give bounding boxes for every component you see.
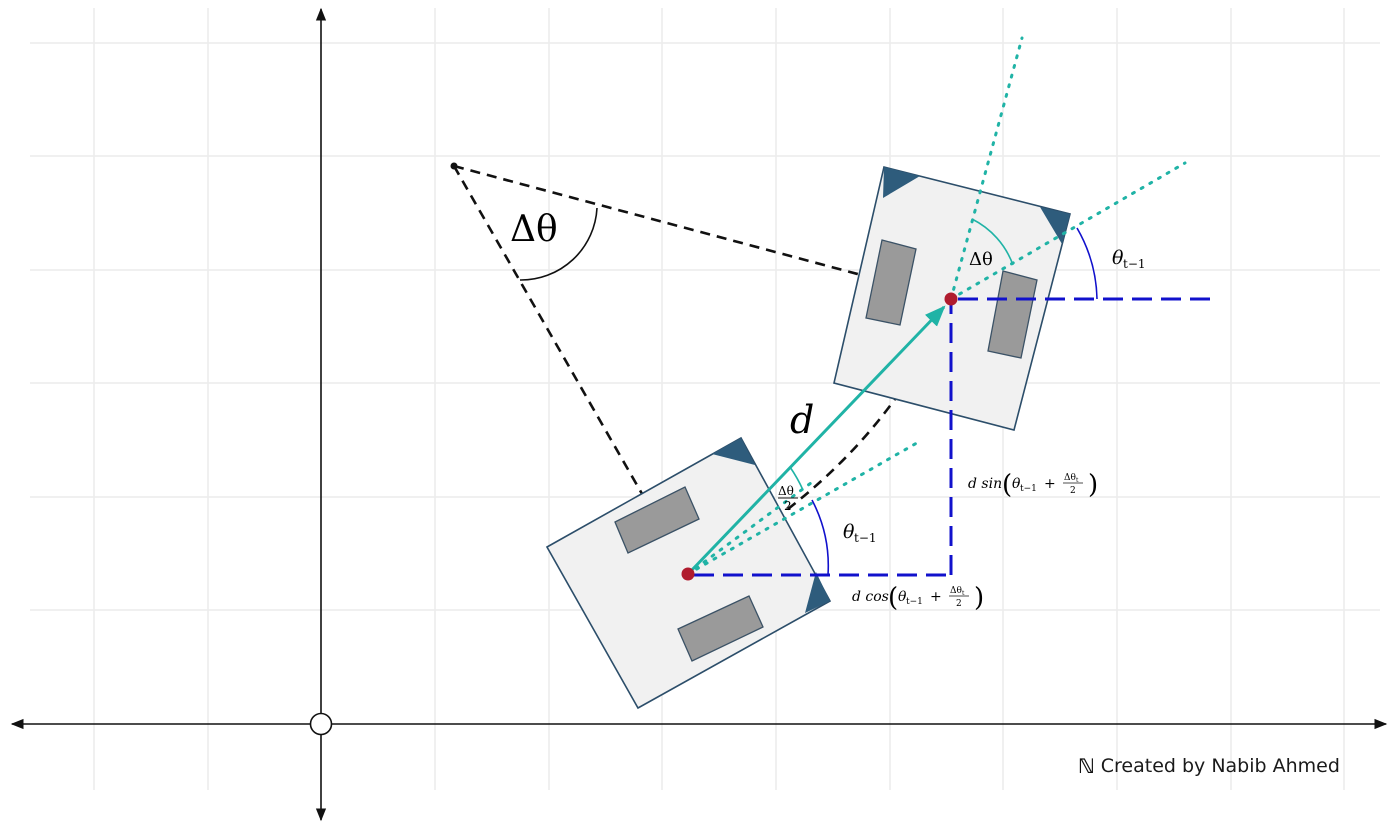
robot-wheel-right [677,595,764,662]
robot-wheel-left [614,486,700,554]
delta-theta-arc-large [519,207,598,281]
svg-text:): ) [974,583,984,613]
svg-text:): ) [1088,470,1098,500]
component-lines [694,297,1218,577]
heading-guides [686,36,1187,576]
robot-front-left-corner-icon [712,438,755,465]
svg-text:θ: θ [1112,247,1124,269]
svg-text:t−1: t−1 [906,597,923,607]
svg-text:θ: θ [1012,476,1021,492]
delta-theta-arc-small [971,218,1014,266]
robot-wheel-left [865,239,917,326]
travel-vector-d [688,305,946,574]
icc-point [450,162,458,170]
robot-wheel-right [987,270,1038,359]
svg-text:θ: θ [898,589,907,605]
svg-text:d sin: d sin [968,476,1002,492]
svg-text:+: + [1044,476,1056,492]
half-delta-theta-label: Δθ 2 [778,484,798,513]
cos-component-label: d cos ( θ t−1 + Δθ t 2 ) [852,583,984,613]
theta-prev-right-label: θ t−1 [1112,247,1146,271]
svg-text:(: ( [888,583,898,613]
svg-text:2: 2 [956,599,962,609]
robot-front-right-corner-icon [805,572,830,613]
theta-prev-arc-left [811,499,830,576]
svg-text:t: t [1076,477,1079,484]
svg-text:(: ( [1002,470,1012,500]
svg-text:t−1: t−1 [854,531,877,545]
previous-pose-point [681,567,695,581]
svg-text:Δθ: Δθ [950,586,962,596]
svg-text:t−1: t−1 [1020,484,1037,494]
sin-component-label: d sin ( θ t−1 + Δθ t 2 ) [968,470,1098,500]
chord-direction-dotted-line [686,478,817,576]
current-pose-point [944,292,958,306]
svg-text:2: 2 [1070,486,1076,496]
delta-theta-large-label: Δθ [510,209,558,250]
d-label: d [790,398,814,442]
n-logo-icon: ℕ [1078,754,1095,778]
delta-theta-small-label: Δθ [969,249,993,270]
origin-circle-icon [309,712,333,736]
background-grid [30,8,1380,790]
credit-line: ℕ Created by Nabib Ahmed [1078,752,1378,780]
credit-text: Created by Nabib Ahmed [1100,755,1340,777]
svg-text:Δθ: Δθ [778,484,794,498]
svg-text:θ: θ [843,521,855,543]
svg-text:2: 2 [784,499,792,513]
svg-text:+: + [930,589,942,605]
coordinate-axes [10,7,1388,822]
svg-text:t−1: t−1 [1123,257,1146,271]
robot-front-left-corner-icon [883,167,920,198]
theta-prev-arc-right [1076,227,1098,300]
theta-prev-left-label: θ t−1 [843,521,877,545]
svg-text:t: t [962,590,965,597]
svg-text:Δθ: Δθ [1064,473,1076,483]
svg-text:d cos: d cos [852,589,889,605]
